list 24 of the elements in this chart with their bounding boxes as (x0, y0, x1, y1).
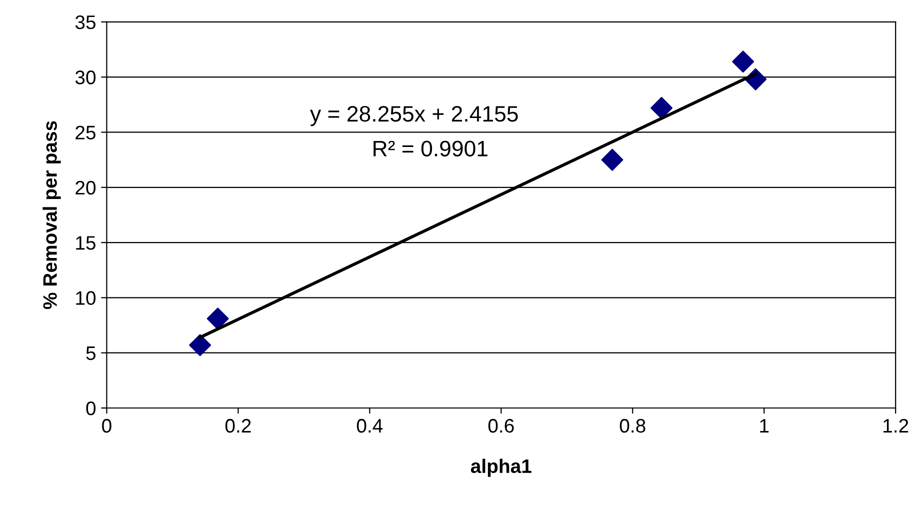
y-axis-title: % Removal per pass (42, 121, 61, 310)
y-tick-label: 10 (76, 291, 96, 305)
annotation: R² = 0.9901 (374, 140, 488, 156)
x-tick-label: 0.8 (620, 418, 646, 433)
y-tick-label: 5 (86, 346, 96, 360)
point (650, 96, 673, 119)
x-tick-label: 1 (760, 419, 769, 433)
point (206, 308, 229, 330)
y-tick-label: 35 (75, 15, 96, 30)
y-tick-label: 0 (86, 401, 96, 416)
y-tick-label: 25 (76, 126, 96, 140)
annotation: y = 28.255x + 2.4155 (310, 106, 518, 126)
x-tick-label: 0.4 (356, 418, 383, 433)
x-tick-label: 1.2 (884, 418, 908, 433)
x-axis-title: alpha1 (470, 458, 532, 477)
y-tick-label: 20 (76, 180, 96, 195)
x-tick-label: 0.2 (225, 418, 251, 433)
point (189, 334, 212, 356)
x-tick-label: 0.6 (488, 418, 514, 433)
point (732, 50, 754, 73)
point (601, 148, 624, 171)
y-tick-label: 30 (75, 70, 96, 84)
y-tick-label: 15 (76, 236, 96, 250)
x-tick-label: 0 (102, 418, 112, 433)
